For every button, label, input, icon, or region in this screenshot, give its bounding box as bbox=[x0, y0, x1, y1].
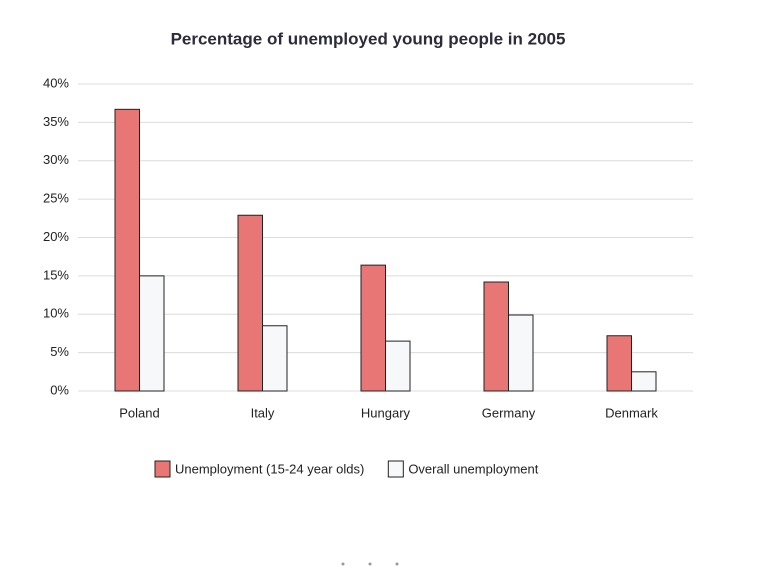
bar bbox=[606, 335, 632, 392]
x-tick-label: Poland bbox=[119, 405, 159, 420]
pager-dots bbox=[341, 562, 399, 566]
legend-label: Unemployment (15-24 year olds) bbox=[175, 461, 364, 476]
bar bbox=[237, 214, 263, 392]
bar bbox=[139, 275, 165, 392]
y-tick-label: 15% bbox=[43, 267, 69, 282]
y-tick-label: 0% bbox=[50, 382, 69, 397]
legend-swatch bbox=[154, 460, 171, 478]
chart-title: Percentage of unemployed young people in… bbox=[171, 29, 566, 48]
bar bbox=[114, 108, 140, 392]
x-tick-label: Hungary bbox=[361, 405, 411, 420]
bar bbox=[262, 325, 288, 392]
y-tick-label: 30% bbox=[43, 152, 69, 167]
x-tick-label: Germany bbox=[482, 405, 536, 420]
bar bbox=[385, 340, 411, 392]
bar bbox=[483, 281, 509, 392]
y-tick-label: 25% bbox=[43, 191, 69, 206]
bar bbox=[508, 314, 534, 392]
y-tick-label: 5% bbox=[50, 344, 69, 359]
legend-swatch bbox=[387, 460, 404, 478]
y-tick-label: 35% bbox=[43, 114, 69, 129]
x-tick-label: Denmark bbox=[605, 405, 658, 420]
legend-label: Overall unemployment bbox=[408, 461, 538, 476]
bar bbox=[360, 264, 386, 392]
y-tick-label: 10% bbox=[43, 306, 69, 321]
y-tick-label: 40% bbox=[43, 75, 69, 90]
x-tick-label: Italy bbox=[251, 405, 275, 420]
bar bbox=[631, 371, 657, 392]
y-tick-label: 20% bbox=[43, 229, 69, 244]
